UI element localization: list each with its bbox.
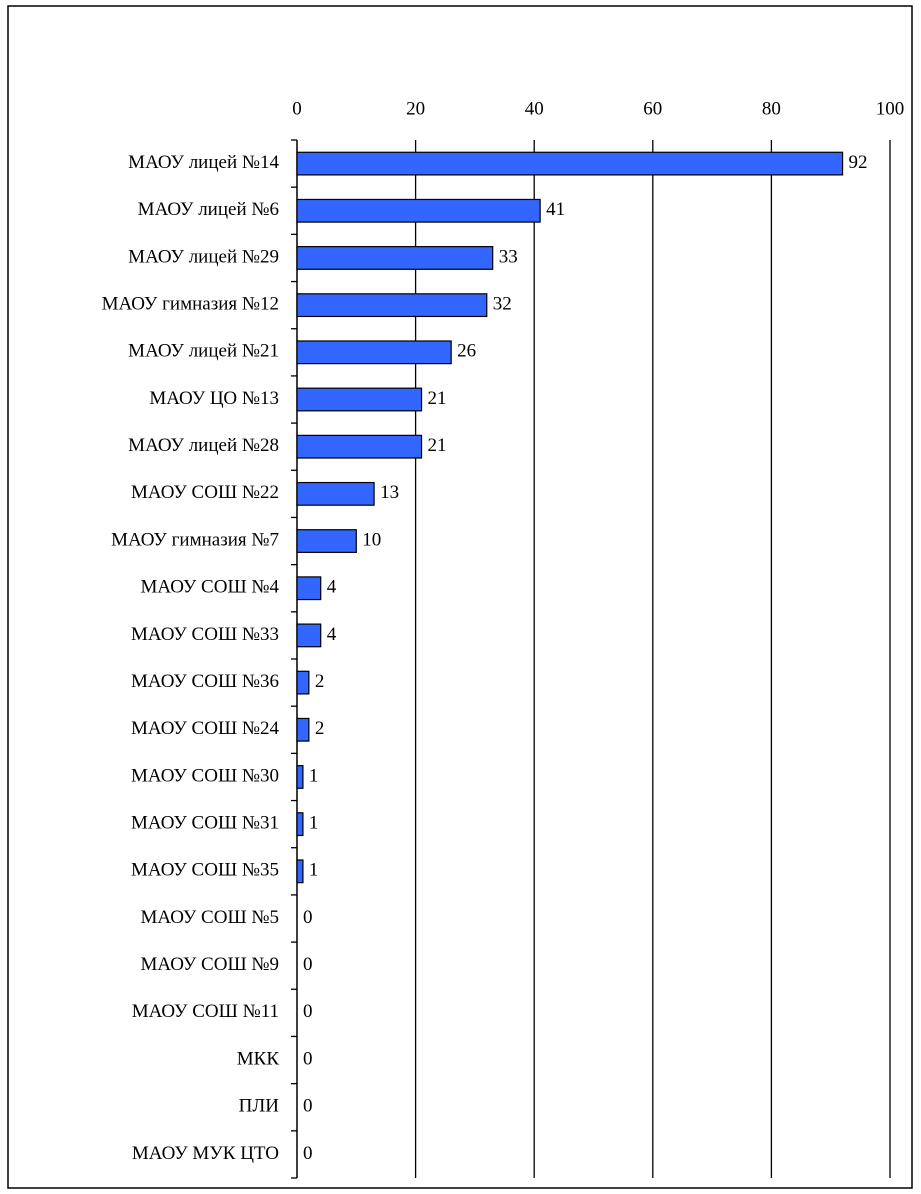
bar [296,623,322,648]
data-label: 0 [303,954,313,975]
data-label: 2 [315,671,325,692]
data-label: 92 [849,152,868,173]
x-tick-label: 80 [762,98,781,119]
x-tick-label: 60 [643,98,662,119]
data-label: 10 [362,529,381,550]
y-tick-label: МАОУ лицей №14 [128,152,279,173]
y-tick-label: МАОУ СОШ №9 [141,954,279,975]
bar [296,387,423,412]
y-tick-label: МАОУ СОШ №11 [132,1001,279,1022]
data-label: 4 [327,577,337,598]
bar [296,293,488,318]
y-tick-label: МАОУ лицей №21 [128,341,279,362]
data-label: 1 [309,860,319,881]
bar [296,765,304,789]
data-label: 32 [493,293,512,314]
bar [296,576,322,601]
y-tick-label: МАОУ СОШ №35 [131,860,279,881]
data-label: 0 [303,907,313,928]
bar [296,670,310,695]
y-tick-label: МАОУ СОШ №36 [131,671,279,692]
data-label: 2 [315,718,325,739]
y-tick-label: МАОУ СОШ №33 [131,624,279,645]
x-tick-label: 100 [876,98,905,119]
data-label: 0 [303,1048,313,1069]
bar [296,151,844,176]
frame [7,5,913,1189]
bar [296,812,304,837]
bar [296,529,357,553]
y-tick-label: МАОУ СОШ №4 [141,577,280,598]
y-tick-label: МАОУ СОШ №22 [131,482,279,503]
data-label: 33 [499,246,518,267]
bar [296,717,310,742]
x-tick-label: 0 [292,98,302,119]
data-label: 21 [428,435,447,456]
data-label: 0 [303,1001,313,1022]
y-tick-label: МАОУ ЦО №13 [149,388,279,409]
data-label: 0 [303,1143,313,1164]
x-tick-label: 20 [406,98,425,119]
x-tick-label: 40 [525,98,544,119]
bar [296,246,494,270]
y-tick-label: МКК [237,1048,280,1069]
data-label: 21 [428,388,447,409]
data-label: 1 [309,812,319,833]
y-tick-label: МАОУ СОШ №24 [131,718,279,739]
y-tick-label: МАОУ лицей №29 [128,246,279,267]
y-tick-label: МАОУ гимназия №12 [102,293,279,314]
y-tick-label: ПЛИ [239,1096,280,1117]
data-label: 13 [380,482,399,503]
bar [296,340,452,365]
bar [296,198,541,223]
y-tick-label: МАОУ лицей №28 [128,435,279,456]
y-tick-label: МАОУ СОШ №30 [131,765,279,786]
bar [296,481,375,506]
y-tick-label: МАОУ лицей №6 [138,199,279,220]
bar [296,434,423,459]
bar [296,859,304,884]
y-tick-label: МАОУ СОШ №5 [141,907,279,928]
y-tick-label: МАОУ гимназия №7 [111,529,279,550]
data-label: 26 [457,341,476,362]
y-tick-label: МАОУ СОШ №31 [131,812,279,833]
data-label: 0 [303,1096,313,1117]
data-label: 41 [546,199,565,220]
y-tick-label: МАОУ МУК ЦТО [132,1143,279,1164]
data-label: 1 [309,765,319,786]
data-label: 4 [327,624,337,645]
